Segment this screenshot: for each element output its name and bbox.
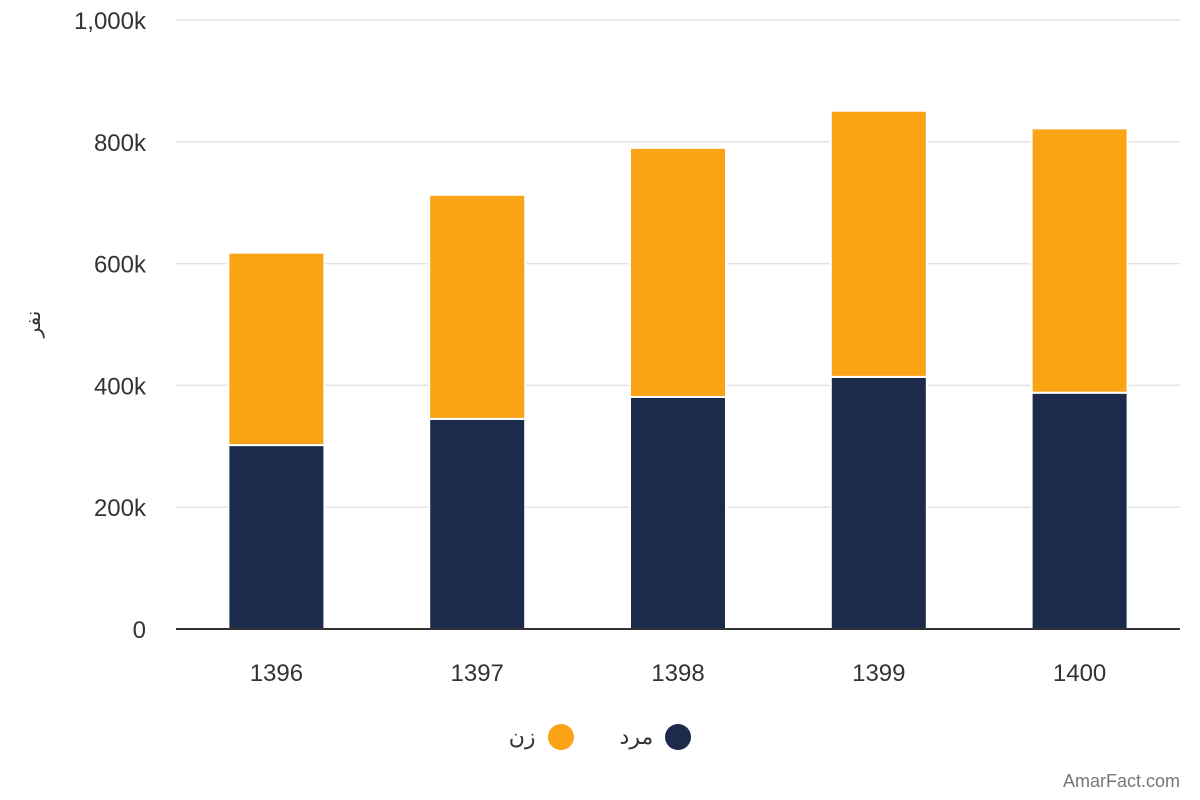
x-tick-label: 1400	[1053, 660, 1106, 687]
y-tick-label: 200k	[94, 495, 147, 522]
y-tick-label: 800k	[94, 130, 147, 157]
bar-female-1397[interactable]	[428, 193, 527, 420]
y-tick-label: 400k	[94, 373, 147, 400]
y-tick-label: 600k	[94, 252, 147, 279]
legend-item-male[interactable]: مرد	[620, 724, 692, 750]
bar-male-1400[interactable]	[1030, 391, 1129, 631]
x-tick-label: 1396	[250, 660, 303, 687]
y-tick-label: 0	[133, 617, 146, 644]
bar-female-1398[interactable]	[629, 146, 727, 398]
bar-male-1396[interactable]	[227, 444, 326, 630]
bars	[227, 109, 1129, 631]
legend-label-female: زن	[508, 724, 536, 750]
bar-female-1396[interactable]	[227, 251, 326, 447]
x-tick-label: 1399	[852, 660, 905, 687]
legend: مرد زن	[0, 724, 1200, 750]
legend-item-female[interactable]: زن	[509, 724, 574, 750]
y-axis-label: نفر	[21, 311, 45, 339]
y-axis-ticks: 0 200k 400k 600k 800k 1,000k	[74, 8, 147, 644]
x-tick-label: 1398	[651, 660, 704, 687]
bar-male-1397[interactable]	[428, 417, 527, 630]
x-tick-label: 1397	[451, 660, 504, 687]
bar-male-1398[interactable]	[629, 395, 727, 631]
legend-label-male: مرد	[619, 724, 654, 750]
legend-marker-female	[547, 724, 574, 750]
y-tick-label: 1,000k	[74, 8, 147, 35]
bar-female-1400[interactable]	[1030, 127, 1129, 394]
x-axis-ticks: 1396 1397 1398 1399 1400	[250, 660, 1107, 687]
bar-female-1399[interactable]	[829, 109, 928, 378]
bar-male-1399[interactable]	[829, 375, 928, 630]
legend-marker-male	[665, 724, 692, 750]
credit-link[interactable]: AmarFact.com	[1062, 771, 1180, 791]
